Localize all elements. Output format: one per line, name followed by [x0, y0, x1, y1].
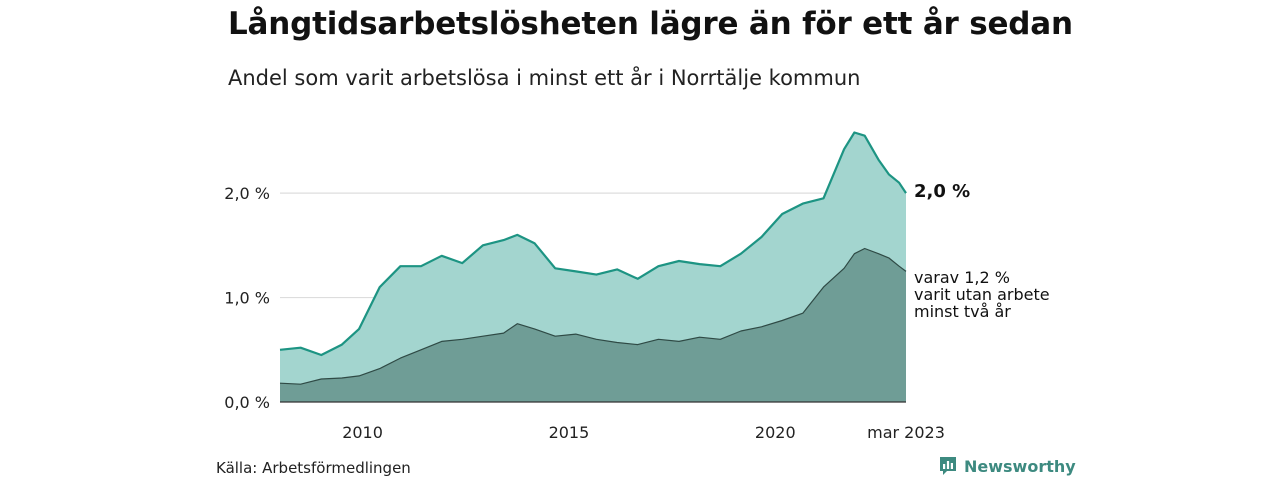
axes: 0,0 % 1,0 % 2,0 % 2010 2015 2020 mar 2023	[224, 184, 945, 442]
series-2-end-label: minst två år	[914, 302, 1011, 321]
x-tick-label: 2015	[549, 423, 590, 442]
series-2-line	[279, 247, 907, 385]
series-1-end-label: 2,0 %	[914, 181, 970, 202]
y-tick-label: 0,0 %	[224, 393, 270, 412]
brand-logo[interactable]: Newsworthy	[938, 455, 1076, 477]
newsworthy-logo-icon	[940, 457, 956, 475]
series-areas	[279, 131, 907, 402]
source-note: Källa: Arbetsförmedlingen	[216, 459, 411, 477]
x-tick-label: 2020	[755, 423, 796, 442]
x-tick-label: mar 2023	[867, 423, 945, 442]
chart-title: Långtidsarbetslösheten lägre än för ett …	[228, 6, 1073, 42]
chart-subtitle: Andel som varit arbetslösa i minst ett å…	[228, 66, 861, 90]
series-2-end-label: varit utan arbete	[914, 285, 1050, 304]
series-2-area	[280, 248, 906, 402]
brand-name: Newsworthy	[964, 456, 1076, 476]
y-tick-label: 1,0 %	[224, 289, 270, 308]
x-tick-label: 2010	[342, 423, 383, 442]
series-2-end-label: varav 1,2 %	[914, 268, 1010, 287]
y-tick-label: 2,0 %	[224, 184, 270, 203]
series-1-line	[279, 131, 907, 357]
